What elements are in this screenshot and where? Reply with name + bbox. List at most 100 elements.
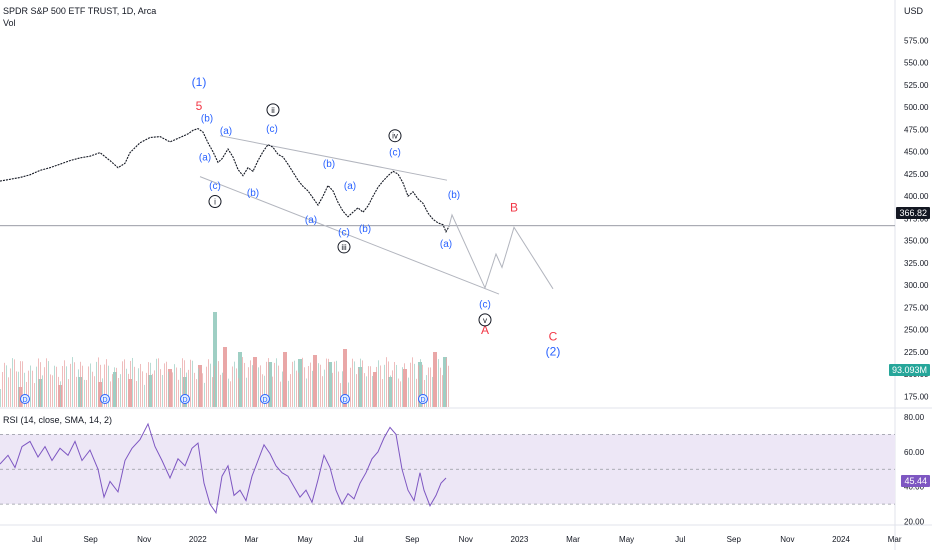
volume-bar: [198, 368, 199, 407]
volume-bar: [246, 377, 247, 407]
wave-circle: [388, 129, 402, 143]
volume-bar: [88, 366, 89, 407]
volume-bar: [174, 364, 175, 407]
volume-bar: [36, 366, 37, 407]
dividend-marker-icon: [418, 394, 428, 404]
volume-bar: [108, 365, 109, 407]
volume-bar: [86, 379, 87, 407]
dividend-marker-letter: D: [102, 397, 107, 404]
volume-bar: [8, 377, 9, 407]
volume-bar: [202, 373, 203, 407]
wave-label: A: [481, 323, 489, 337]
volume-bar: [42, 375, 43, 407]
volume-bar: [104, 364, 105, 407]
volume-bar: [282, 371, 283, 407]
time-tick-label: Mar: [888, 535, 902, 544]
volume-bar: [406, 370, 407, 407]
volume-bar: [98, 357, 99, 407]
volume-bar: [206, 366, 207, 407]
volume-bar: [313, 355, 317, 407]
volume-bar: [186, 372, 187, 407]
volume-bar: [272, 376, 273, 407]
volume-bar: [116, 367, 117, 407]
time-tick-label: May: [619, 535, 634, 544]
wave-label: (c): [389, 147, 401, 158]
volume-bar: [170, 386, 171, 407]
volume-bar: [326, 358, 327, 407]
volume-bar: [158, 358, 159, 407]
price-tick-label: 400.00: [904, 192, 929, 201]
volume-bar: [102, 378, 103, 407]
volume-bar: [80, 361, 81, 407]
volume-bar: [14, 359, 15, 407]
volume-bar: [90, 363, 91, 407]
dividend-marker-icon: [180, 394, 190, 404]
volume-bar: [20, 361, 21, 407]
wave-circle: [337, 240, 351, 254]
price-tick-label: 550.00: [904, 59, 929, 68]
volume-bar: [256, 377, 257, 407]
volume-bar: [126, 368, 127, 407]
volume-bar: [290, 374, 291, 407]
volume-bar: [306, 378, 307, 407]
rsi-tick-label: 60.00: [904, 448, 925, 457]
volume-bar: [194, 372, 195, 407]
volume-bar: [176, 367, 177, 407]
volume-label: Vol: [3, 18, 16, 28]
volume-bar: [144, 384, 145, 407]
wave-label: (b): [448, 190, 460, 201]
volume-bar: [350, 367, 351, 407]
volume-bar: [418, 365, 419, 407]
volume-bar: [180, 367, 181, 407]
volume-bar: [434, 375, 435, 407]
currency-label: USD: [904, 6, 924, 16]
volume-bar: [362, 360, 363, 407]
volume-bar: [312, 370, 313, 407]
rsi-pane[interactable]: 20.00 40.00 60.00 80.00: [0, 413, 925, 527]
volume-bar: [70, 363, 71, 407]
volume-bar: [148, 362, 149, 407]
volume-bar: [136, 380, 137, 407]
volume-bar: [190, 359, 191, 407]
volume-bar: [146, 372, 147, 407]
volume-bar: [46, 358, 47, 407]
volume-bar: [32, 370, 33, 407]
time-tick-label: 2022: [189, 535, 207, 544]
volume-bar: [394, 362, 395, 407]
volume-bar: [374, 382, 375, 407]
volume-bar: [224, 363, 225, 407]
volume-bar: [188, 369, 189, 407]
volume-bar: [430, 367, 431, 407]
volume-bar: [370, 366, 371, 407]
volume-bar: [318, 363, 319, 407]
volume-bar: [78, 369, 79, 407]
volume-bar: [54, 365, 55, 407]
volume-bar: [140, 363, 141, 407]
volume-bar: [226, 365, 227, 407]
volume-bar: [18, 371, 19, 407]
volume-bar: [50, 374, 51, 407]
volume-bar: [192, 360, 193, 407]
volume-bar: [384, 364, 385, 407]
volume-bar: [238, 378, 239, 407]
volume-bar: [60, 381, 61, 407]
volume-bar: [168, 371, 169, 407]
circled-wave-label: iii: [341, 243, 347, 252]
volume-bar: [368, 366, 369, 407]
price-tick-label: 475.00: [904, 125, 929, 134]
volume-bar: [94, 376, 95, 407]
volume-bar: [236, 368, 237, 407]
volume-bar: [340, 383, 341, 407]
volume-bar: [114, 367, 115, 407]
volume-bar: [242, 357, 243, 407]
volume-bar: [84, 379, 85, 407]
volume-bar: [150, 362, 151, 407]
time-axis[interactable]: Jul Sep Nov 2022 Mar May Jul Sep Nov 2023 Mar May Ju…: [32, 535, 902, 544]
wave-label: (a): [305, 215, 317, 226]
volume-bar: [262, 374, 263, 407]
price-tick-label: 300.00: [904, 281, 929, 290]
wave-label: (c): [338, 227, 350, 238]
volume-bar: [162, 374, 163, 407]
